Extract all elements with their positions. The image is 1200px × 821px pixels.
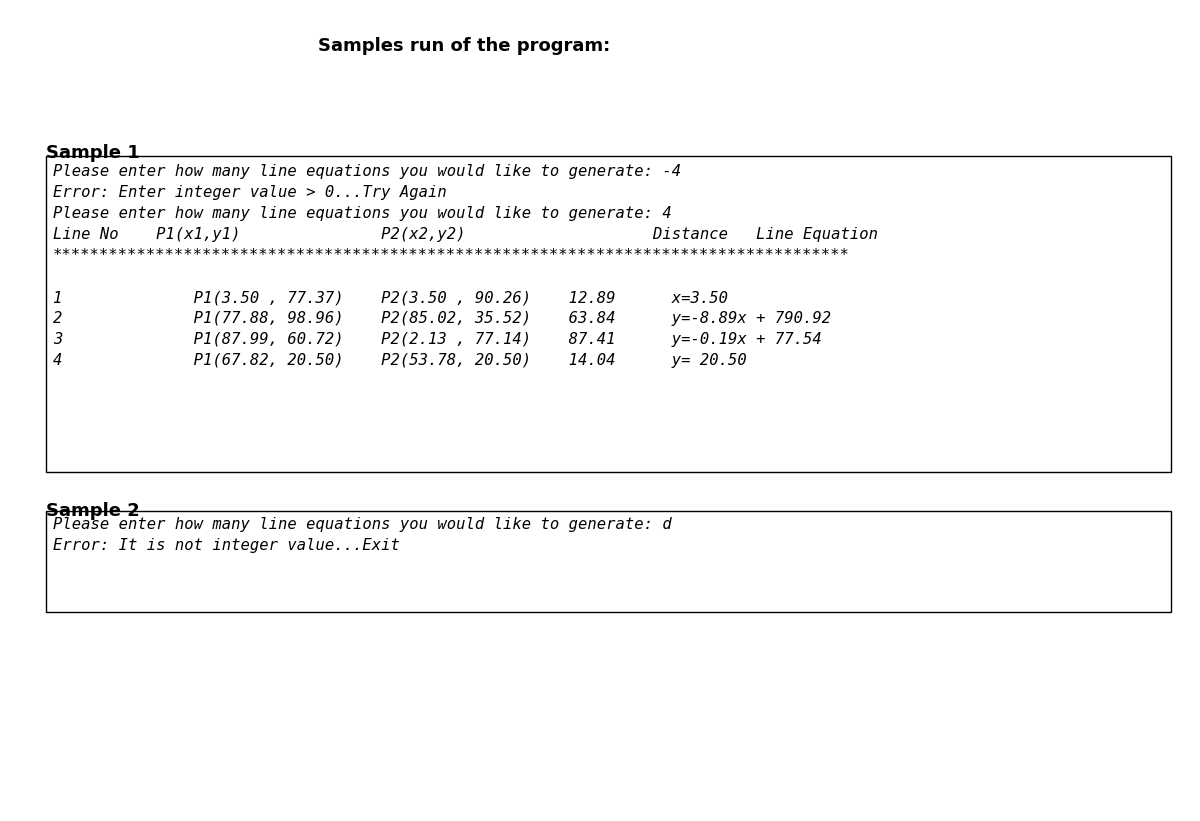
Text: Please enter how many line equations you would like to generate: -4
Error: Enter: Please enter how many line equations you… [53, 164, 878, 368]
Text: Please enter how many line equations you would like to generate: d
Error: It is : Please enter how many line equations you… [53, 517, 672, 553]
Text: Sample 2: Sample 2 [46, 502, 139, 521]
FancyBboxPatch shape [46, 156, 1171, 472]
Text: Samples run of the program:: Samples run of the program: [318, 37, 611, 55]
FancyBboxPatch shape [46, 511, 1171, 612]
Text: Sample 1: Sample 1 [46, 144, 139, 162]
